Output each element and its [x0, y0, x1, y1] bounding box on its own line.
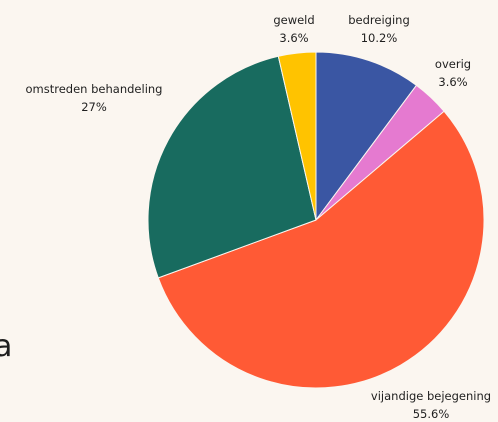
slice-label: vijandige bejegening [371, 389, 491, 403]
pie-slice-vijandige-bejegening [157, 110, 485, 389]
slice-label: overig [435, 57, 471, 71]
slice-label: geweld [273, 13, 314, 27]
pie-slice-geweld [277, 51, 317, 221]
slice-value-label: 10.2% [361, 31, 398, 45]
pie-labels: bedreiging 10.2% overig 3.6% vijandige bejeg… [26, 13, 492, 421]
clipped-text-fragment: a [0, 329, 13, 364]
pie-slices [147, 51, 485, 389]
slice-value-label: 27% [81, 100, 107, 114]
slice-value-label: 3.6% [438, 75, 467, 89]
pie-slice-omstreden-behandeling [147, 55, 317, 279]
slice-value-label: 55.6% [413, 407, 450, 421]
slice-value-label: 3.6% [279, 31, 308, 45]
pie-slice-bedreiging [315, 51, 418, 222]
slice-label: bedreiging [348, 13, 410, 27]
slice-label: omstreden behandeling [26, 82, 163, 96]
